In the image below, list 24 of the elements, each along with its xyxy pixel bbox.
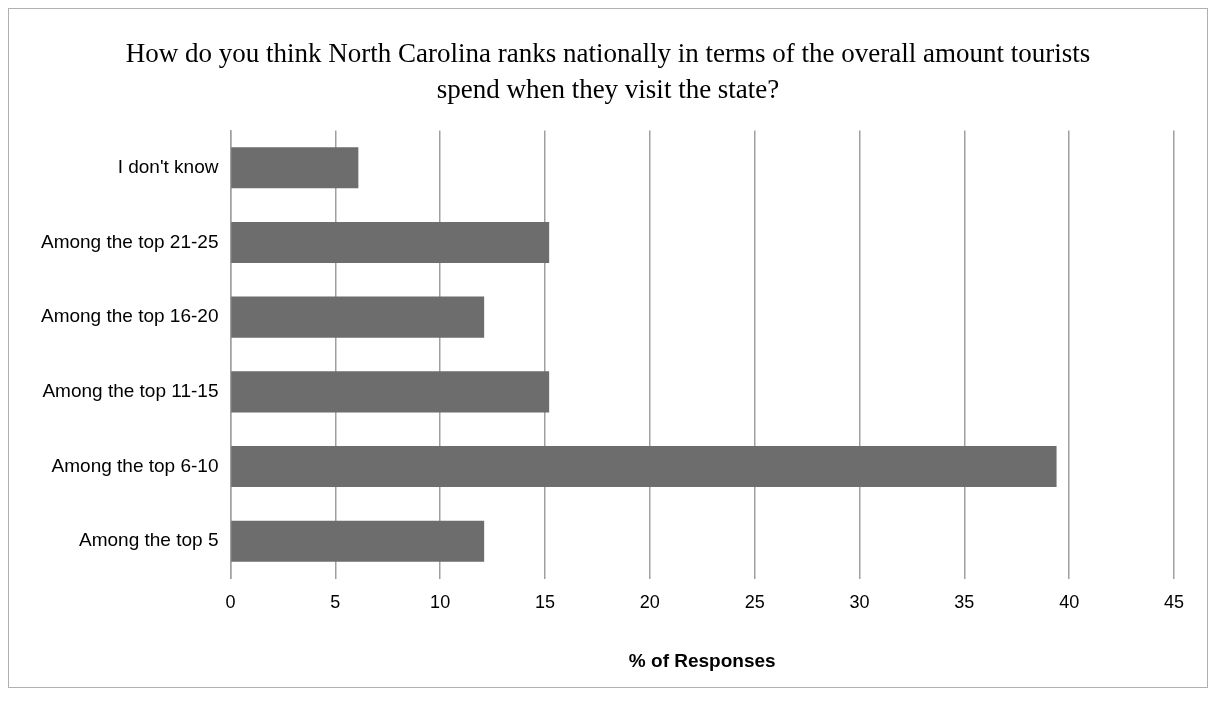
x-tick-label: 35 [954, 592, 975, 613]
x-tick-label: 25 [744, 592, 765, 613]
bar [231, 371, 550, 413]
y-tick-label: Among the top 5 [79, 529, 219, 551]
y-tick-label: Among the top 21-25 [40, 230, 219, 252]
y-tick-label: Among the top 6-10 [51, 454, 219, 476]
x-tick-label: 40 [1059, 592, 1080, 613]
bar [231, 520, 485, 562]
y-tick-label: Among the top 11-15 [42, 380, 219, 402]
chart-title: How do you think North Carolina ranks nationally in terms of the overall amount tourists spend when they visit the state? [124, 37, 1092, 106]
x-tick-label: 0 [225, 592, 236, 613]
x-tick-label: 20 [639, 592, 660, 613]
x-tick-label: 15 [534, 592, 555, 613]
x-tick-label: 45 [1163, 592, 1185, 613]
y-tick-label: I don't know [117, 155, 219, 177]
x-tick-label: 30 [849, 592, 870, 613]
bar [231, 296, 485, 338]
x-tick-label: 5 [330, 592, 341, 613]
bar [231, 446, 1057, 488]
x-tick-label: 10 [430, 592, 451, 613]
x-axis-title: % of Responses [628, 649, 776, 671]
bar [231, 221, 550, 263]
y-tick-label: Among the top 16-20 [40, 305, 219, 327]
bar [231, 147, 359, 189]
